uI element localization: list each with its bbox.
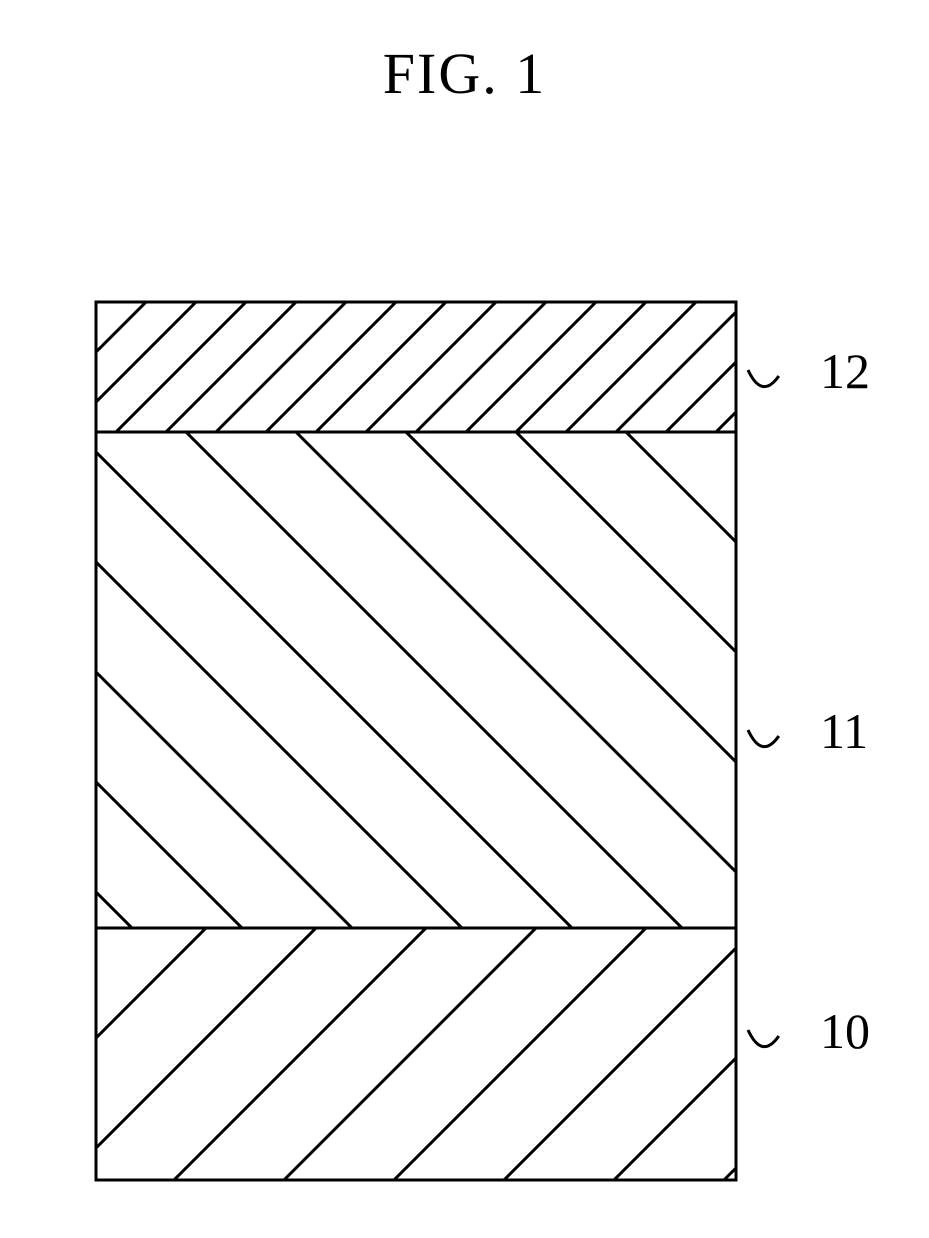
layer-label-11: 11: [820, 703, 868, 759]
layer-label-12: 12: [820, 343, 870, 399]
diagram-svg: 12 11 10: [0, 0, 929, 1238]
figure-canvas: FIG. 1 121110: [0, 0, 929, 1238]
layer-label-10: 10: [820, 1003, 870, 1059]
